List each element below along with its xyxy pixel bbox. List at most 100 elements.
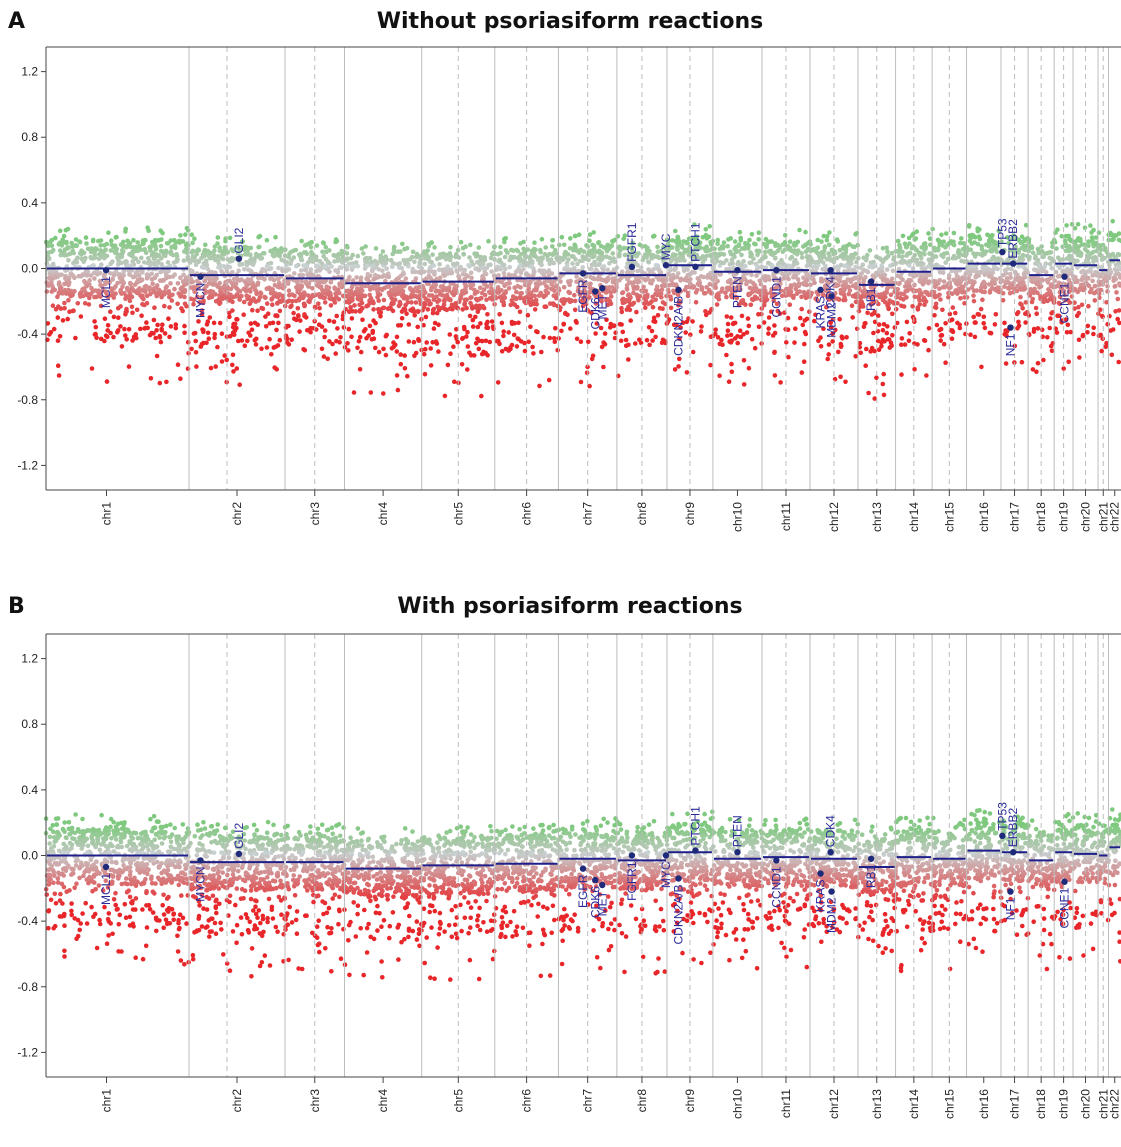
probe-point (873, 270, 879, 276)
probe-point (919, 291, 924, 297)
probe-point (677, 239, 682, 244)
probe-point (646, 325, 652, 330)
probe-point (219, 268, 224, 274)
probe-point (862, 294, 867, 299)
probe-point (1017, 255, 1023, 260)
probe-point (478, 285, 483, 291)
probe-point (409, 300, 414, 305)
probe-point (308, 267, 314, 272)
probe-point (655, 312, 661, 318)
probe-point (389, 302, 394, 307)
probe-point (297, 329, 302, 334)
probe-point (58, 252, 64, 258)
probe-point (512, 254, 517, 260)
probe-point (586, 339, 591, 345)
probe-point (344, 251, 350, 256)
probe-point (154, 353, 160, 359)
probe-point (989, 285, 995, 291)
probe-point (495, 380, 501, 385)
probe-point (802, 341, 807, 347)
probe-point (1034, 311, 1039, 317)
probe-point (55, 338, 61, 344)
probe-point (205, 248, 211, 254)
probe-point (821, 233, 827, 239)
probe-point (626, 252, 632, 257)
probe-point (651, 267, 656, 272)
probe-point (367, 255, 373, 261)
probe-point (705, 274, 710, 280)
probe-point (803, 295, 809, 301)
probe-point (1016, 264, 1021, 269)
probe-point (533, 298, 539, 304)
probe-point (410, 289, 415, 295)
probe-point (906, 263, 912, 268)
probe-point (103, 247, 108, 252)
probe-point (498, 244, 503, 250)
probe-point (182, 301, 188, 307)
probe-point (49, 243, 55, 248)
probe-point (431, 263, 437, 268)
probe-point (769, 287, 774, 292)
probe-point (857, 344, 862, 350)
probe-point (996, 228, 1001, 233)
probe-point (425, 307, 431, 312)
probe-point (799, 255, 805, 260)
probe-point (901, 297, 906, 302)
probe-point (236, 268, 241, 274)
probe-point (465, 329, 470, 335)
probe-point (824, 304, 829, 310)
probe-point (713, 331, 718, 337)
probe-point (847, 242, 852, 247)
probe-point (715, 258, 720, 264)
probe-point (237, 382, 242, 388)
chart-title-a: Without psoriasiform reactions (377, 9, 763, 34)
probe-point (268, 266, 274, 271)
probe-point (191, 301, 196, 307)
probe-point (371, 307, 376, 312)
probe-point (514, 344, 520, 349)
probe-point (729, 338, 734, 344)
probe-point (752, 296, 758, 302)
probe-point (155, 260, 161, 265)
probe-point (486, 238, 491, 244)
probe-point (788, 256, 793, 261)
probe-point (630, 249, 635, 254)
probe-point (159, 255, 164, 261)
probe-point (81, 272, 86, 278)
probe-point (792, 240, 798, 246)
probe-point (650, 304, 656, 310)
probe-point (108, 261, 113, 267)
probe-point (424, 340, 430, 345)
probe-point (871, 330, 876, 336)
probe-point (558, 279, 563, 284)
probe-point (321, 354, 327, 359)
probe-point (113, 269, 119, 274)
probe-point (303, 268, 309, 273)
probe-point (634, 286, 640, 291)
probe-point (653, 263, 659, 268)
probe-point (844, 335, 849, 340)
probe-point (172, 286, 177, 292)
probe-point (569, 253, 575, 259)
probe-point (593, 301, 599, 306)
probe-point (276, 265, 281, 271)
probe-point (464, 297, 469, 303)
probe-point (97, 278, 103, 284)
probe-point (633, 275, 639, 280)
probe-point (518, 251, 524, 257)
probe-point (838, 262, 844, 268)
probe-point (668, 294, 673, 300)
probe-point (943, 260, 948, 265)
probe-point (846, 260, 852, 265)
probe-point (1006, 280, 1011, 285)
probe-point (364, 276, 369, 282)
probe-point (896, 253, 902, 259)
probe-point (828, 258, 834, 263)
probe-point (919, 245, 924, 250)
probe-point (957, 325, 963, 331)
probe-point (98, 243, 103, 248)
probe-point (605, 242, 610, 248)
probe-point (311, 293, 317, 299)
probe-point (501, 291, 507, 297)
probe-point (244, 293, 249, 299)
